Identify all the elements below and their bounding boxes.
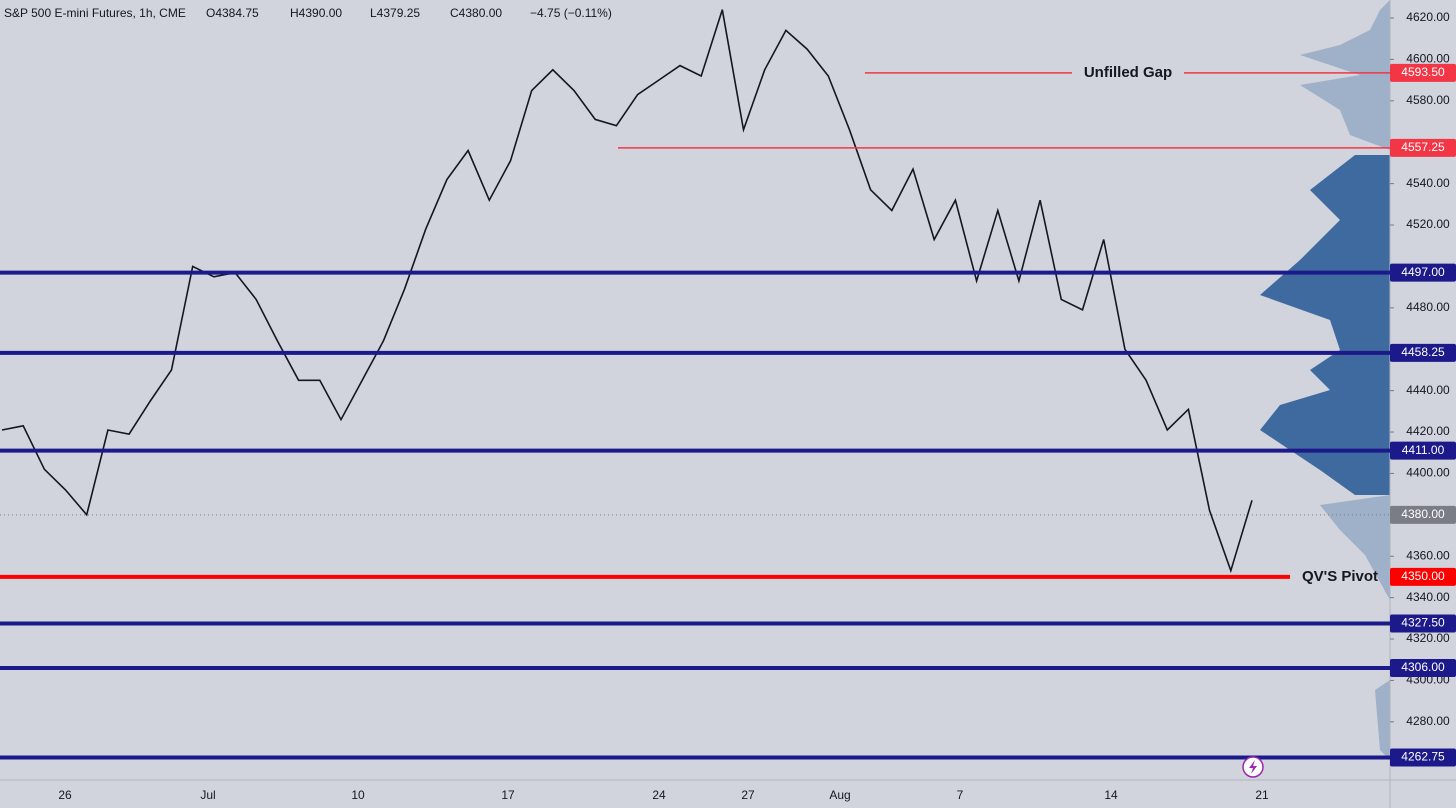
price-label-bg	[1390, 138, 1456, 157]
volume-profile-lower	[1320, 495, 1390, 760]
price-label-bg	[1390, 343, 1456, 362]
price-label: 4497.00	[1401, 265, 1445, 279]
y-tick-label: 4620.00	[1406, 10, 1450, 24]
annotation-bg	[1072, 62, 1184, 83]
price-label: 4458.25	[1401, 345, 1445, 359]
price-label: 4411.00	[1402, 443, 1445, 457]
y-tick-label: 4600.00	[1406, 52, 1450, 66]
lightning-icon	[1249, 760, 1257, 774]
price-label: 4380.00	[1401, 507, 1445, 521]
price-label: 4557.25	[1401, 140, 1445, 154]
price-label: 4593.50	[1401, 65, 1445, 79]
y-tick-label: 4360.00	[1406, 548, 1450, 562]
volume-profile-upper	[1300, 0, 1390, 150]
level-annotation: QV'S Pivot	[1302, 568, 1378, 585]
x-tick-label: 26	[58, 788, 72, 802]
x-tick-label: 24	[652, 788, 666, 802]
y-tick-label: 4440.00	[1406, 383, 1450, 397]
price-label: 4306.00	[1401, 660, 1445, 674]
y-tick-label: 4400.00	[1406, 466, 1450, 480]
x-tick-label: 14	[1104, 788, 1118, 802]
ohlc-value: −4.75 (−0.11%)	[530, 6, 612, 20]
x-tick-label: 7	[957, 788, 964, 802]
y-tick-label: 4340.00	[1406, 590, 1450, 604]
y-tick-label: 4320.00	[1406, 631, 1450, 645]
price-label: 4262.75	[1401, 750, 1445, 764]
y-tick-label: 4420.00	[1406, 424, 1450, 438]
ohlc-value: L4379.25	[370, 6, 420, 20]
price-label-bg	[1390, 441, 1456, 460]
x-tick-label: 27	[741, 788, 755, 802]
level-annotation: Unfilled Gap	[1084, 64, 1172, 81]
y-tick-label: 4520.00	[1406, 217, 1450, 231]
price-line	[1, 9, 1253, 574]
x-tick-label: Aug	[829, 788, 850, 802]
y-tick-label: 4280.00	[1406, 714, 1450, 728]
price-label-bg	[1390, 659, 1456, 678]
price-label-bg	[1390, 614, 1456, 633]
x-tick-label: 10	[351, 788, 365, 802]
price-label-bg	[1390, 567, 1456, 586]
y-tick-label: 4480.00	[1406, 300, 1450, 314]
y-tick-label: 4580.00	[1406, 93, 1450, 107]
price-label: 4327.50	[1401, 616, 1445, 630]
header: S&P 500 E-mini Futures, 1h, CME	[4, 6, 186, 20]
volume-profile-value-area	[1260, 155, 1390, 495]
price-label-bg	[1390, 748, 1456, 767]
ohlc-value: H4390.00	[290, 6, 342, 20]
ohlc-value: O4384.75	[206, 6, 259, 20]
ohlc-value: C4380.00	[450, 6, 502, 20]
symbol-title: S&P 500 E-mini Futures, 1h, CME	[4, 6, 186, 20]
x-tick-label: 21	[1255, 788, 1269, 802]
price-label-bg	[1390, 263, 1456, 282]
x-tick-label: 17	[501, 788, 515, 802]
price-label-bg	[1390, 505, 1456, 524]
x-tick-label: Jul	[200, 788, 215, 802]
y-tick-label: 4540.00	[1406, 176, 1450, 190]
price-label-bg	[1390, 63, 1456, 82]
price-label: 4350.00	[1401, 569, 1445, 583]
